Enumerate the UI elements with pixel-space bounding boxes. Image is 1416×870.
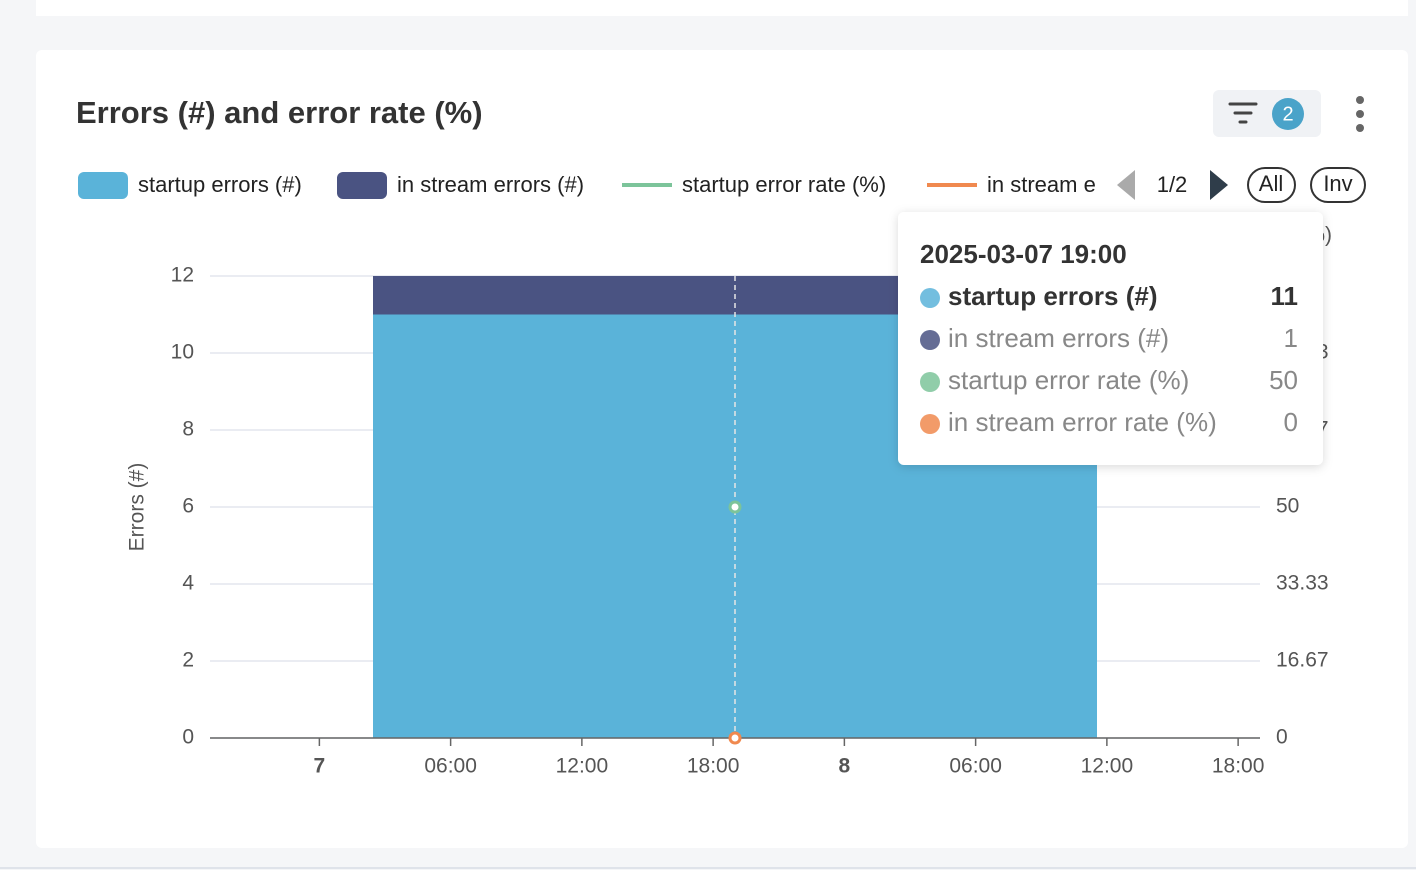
legend-label: startup error rate (%) (682, 172, 886, 197)
y-tick-label: 0 (182, 726, 194, 749)
y2-tick-label: 0 (1276, 726, 1288, 749)
x-tick-label: 06:00 (949, 755, 1002, 778)
filter-button[interactable]: 2 (1213, 90, 1321, 137)
x-tick-label: 12:00 (1081, 755, 1134, 778)
x-tick-label: 7 (314, 755, 326, 778)
y2-tick-label: 50 (1276, 495, 1299, 518)
dot (1356, 124, 1364, 132)
previous-card (36, 0, 1408, 16)
x-tick-label: 12:00 (556, 755, 609, 778)
y-tick-label: 6 (182, 495, 194, 518)
tooltip-value: 1 (1284, 323, 1298, 353)
tooltip-title: 2025-03-07 19:00 (920, 239, 1127, 269)
inv-button[interactable] (1310, 167, 1366, 203)
y-tick-label: 12 (171, 264, 194, 287)
y2-tick-label: 16.67 (1276, 649, 1329, 672)
filter-icon (1228, 102, 1258, 124)
legend-prev[interactable] (1117, 170, 1135, 200)
tooltip-name: startup errors (#) (948, 281, 1158, 311)
legend: startup errors (#) in stream errors (#) st… (78, 172, 1214, 199)
dot (1356, 96, 1364, 104)
y-axis-title: Errors (#) (126, 463, 149, 552)
y-tick-label: 10 (171, 341, 194, 364)
legend-item[interactable]: in stream errors (#) (337, 172, 584, 199)
tooltip-value: 11 (1271, 281, 1299, 311)
legend-item[interactable]: in stream error rate (%) (927, 172, 1214, 197)
tooltip-dot (920, 414, 940, 434)
y2-tick-label: 33.33 (1276, 572, 1329, 595)
filter-button-bg (1213, 90, 1321, 137)
y-tick-label: 2 (182, 649, 194, 672)
legend-label: startup errors (#) (138, 172, 302, 197)
tooltip-dot (920, 372, 940, 392)
line-point (728, 500, 742, 514)
legend-item[interactable]: startup error rate (%) (622, 172, 886, 197)
tooltip-value: 50 (1269, 365, 1298, 395)
dot (1356, 110, 1364, 118)
legend-item[interactable]: startup errors (#) (78, 172, 302, 199)
inv-label: Inv (1323, 171, 1352, 196)
legend-page: 1/2 (1157, 172, 1188, 197)
legend-label: in stream error rate (%) (987, 172, 1214, 197)
line-point (728, 731, 742, 745)
more-menu[interactable] (1356, 96, 1364, 132)
legend-swatch (337, 172, 387, 199)
y-tick-label: 4 (182, 572, 194, 595)
legend-label: in stream errors (#) (397, 172, 584, 197)
all-label: All (1259, 171, 1283, 196)
card-title: Errors (#) and error rate (%) (76, 95, 483, 130)
tooltip-name: in stream error rate (%) (948, 407, 1217, 437)
filter-count: 2 (1282, 103, 1293, 125)
x-tick-label: 18:00 (687, 755, 740, 778)
tooltip-dot (920, 288, 940, 308)
x-tick-label: 18:00 (1212, 755, 1265, 778)
y-tick-label: 8 (182, 418, 194, 441)
tooltip-value: 0 (1284, 407, 1298, 437)
legend-swatch (78, 172, 128, 199)
all-button[interactable] (1247, 167, 1296, 203)
tooltip: 2025-03-07 19:00 startup errors (#) 11 in … (898, 212, 1323, 465)
x-tick-label: 8 (839, 755, 851, 778)
x-tick-label: 06:00 (424, 755, 477, 778)
filter-badge (1272, 98, 1304, 130)
tooltip-name: startup error rate (%) (948, 365, 1189, 395)
tooltip-bg (898, 212, 1323, 465)
legend-next[interactable] (1210, 170, 1228, 200)
tooltip-name: in stream errors (#) (948, 323, 1169, 353)
tooltip-dot (920, 330, 940, 350)
